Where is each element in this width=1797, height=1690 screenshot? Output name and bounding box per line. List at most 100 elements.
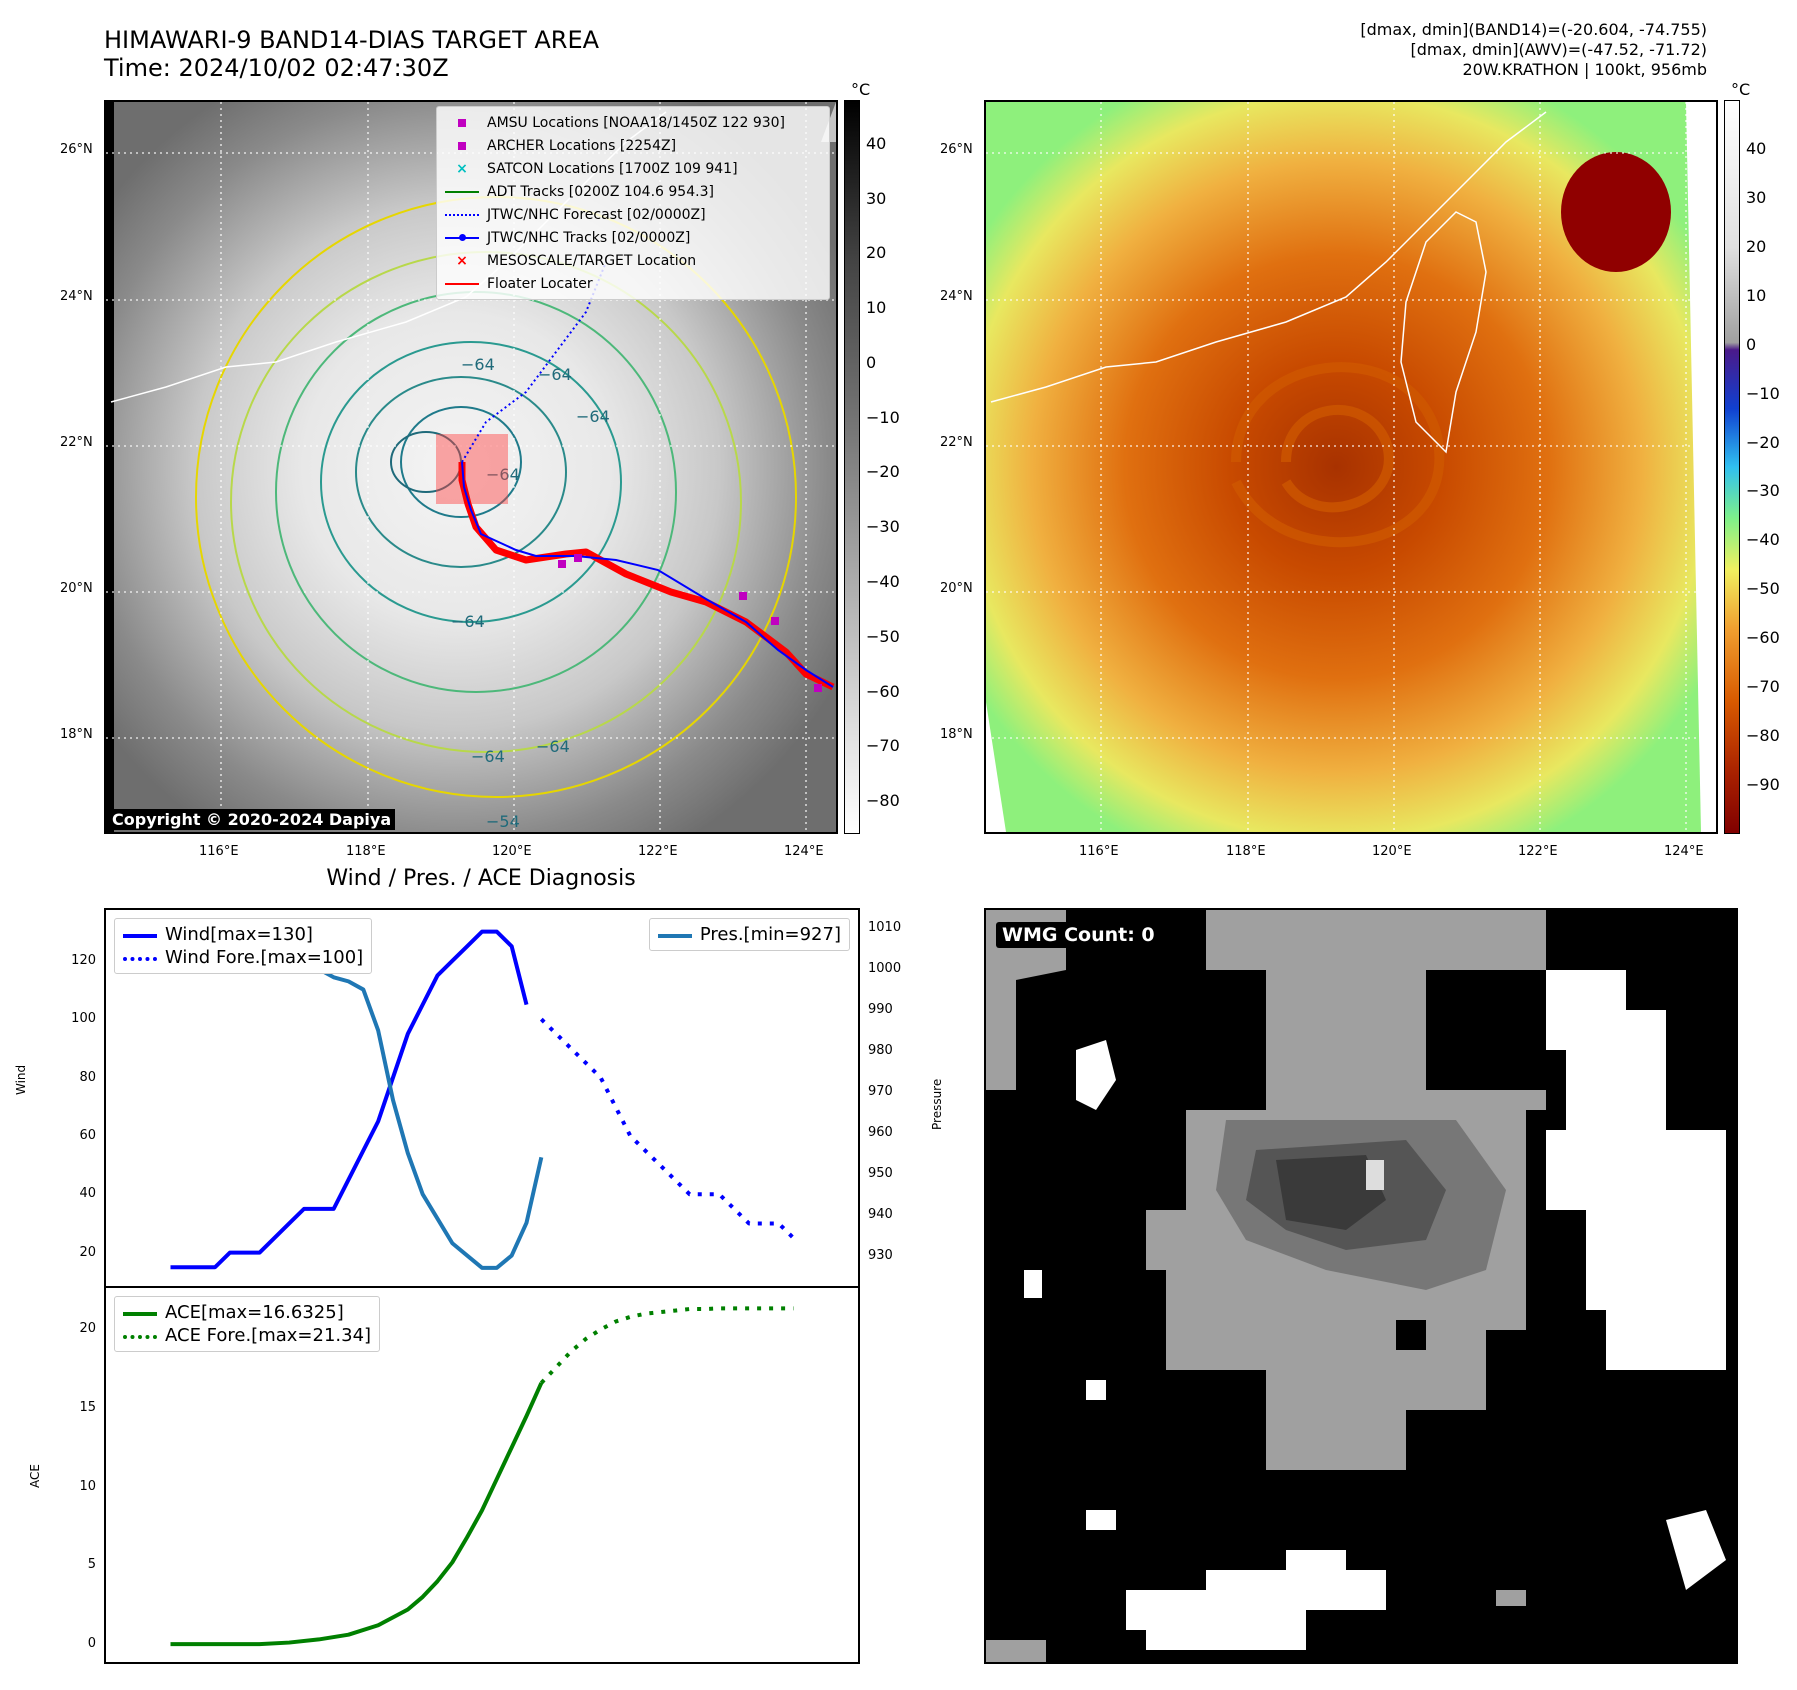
jtwc-track <box>461 461 834 688</box>
ir-colorbar-unit: °C <box>851 80 871 99</box>
lon-tick: 124°E <box>1664 844 1704 859</box>
lon-tick: 122°E <box>638 844 678 859</box>
contour-label: −54 <box>486 812 520 831</box>
axis-tick: 5 <box>87 1557 96 1573</box>
color-map-panel[interactable] <box>984 100 1718 834</box>
lat-tick: 22°N <box>940 435 973 450</box>
lat-tick: 26°N <box>940 142 973 157</box>
contour-label: −64 <box>536 737 570 756</box>
diagnosis-title: Wind / Pres. / ACE Diagnosis <box>326 866 636 891</box>
legend-item-archer: ARCHER Locations [2254Z] <box>445 134 821 157</box>
lon-tick: 118°E <box>1226 844 1266 859</box>
lat-tick: 20°N <box>940 581 973 596</box>
info-line-awv: [dmax, dmin](AWV)=(-47.52, -71.72) <box>1410 40 1707 59</box>
line-icon <box>445 276 479 292</box>
contour-label: −64 <box>471 747 505 766</box>
contour-label: −64 <box>576 407 610 426</box>
lat-tick: 20°N <box>60 581 93 596</box>
colorbar-tick: 40 <box>1746 138 1767 158</box>
square-marker-icon <box>445 138 479 154</box>
line-icon <box>123 1305 157 1321</box>
legend-item-wind: Wind[max=130] <box>123 923 363 946</box>
colorbar-tick: −40 <box>1746 530 1780 550</box>
line-dot-icon <box>445 230 479 246</box>
axis-tick: 20 <box>79 1321 96 1337</box>
colorbar-tick: −30 <box>866 517 900 537</box>
colorbar-tick: −40 <box>866 572 900 592</box>
legend-item-satcon: × SATCON Locations [1700Z 109 941] <box>445 157 821 180</box>
lon-tick: 116°E <box>1079 844 1119 859</box>
line-icon <box>445 184 479 200</box>
legend-item-floater: Floater Locater <box>445 272 821 295</box>
axis-tick: 1000 <box>868 961 902 977</box>
wmg-count-label: WMG Count: 0 <box>996 922 1161 948</box>
color-colorbar <box>1724 100 1740 834</box>
axis-tick: 1010 <box>868 920 902 936</box>
legend-item-target: × MESOSCALE/TARGET Location <box>445 249 821 272</box>
colorbar-tick: −70 <box>866 736 900 756</box>
axis-tick: 990 <box>868 1002 893 1018</box>
axis-tick: 980 <box>868 1042 893 1058</box>
ace-plot[interactable]: ACE[max=16.6325] ACE Fore.[max=21.34] <box>104 1286 860 1664</box>
colorbar-tick: −30 <box>1746 481 1780 501</box>
ir-map-panel[interactable]: −64 −64 −64 −64 −64 −64 −64 −54 <box>104 100 838 834</box>
jtwc-forecast <box>461 261 607 463</box>
colorbar-tick: −10 <box>1746 383 1780 403</box>
colorbar-tick: −50 <box>866 626 900 646</box>
contour-label: −64 <box>451 612 485 631</box>
axis-tick: 940 <box>868 1206 893 1222</box>
colorbar-tick: −90 <box>1746 775 1780 795</box>
colorbar-tick: 20 <box>866 243 887 263</box>
colorbar-tick: −50 <box>1746 579 1780 599</box>
ace-svg <box>170 1306 794 1647</box>
lon-tick: 124°E <box>784 844 824 859</box>
colorbar-tick: 0 <box>866 352 877 372</box>
legend-item-ace: ACE[max=16.6325] <box>123 1301 371 1324</box>
ace-legend: ACE[max=16.6325] ACE Fore.[max=21.34] <box>114 1296 381 1352</box>
taiwan-coastline <box>1400 211 1487 454</box>
axis-tick: 20 <box>79 1244 96 1260</box>
wmg-graphic <box>986 910 1726 1662</box>
ace-line <box>170 1382 544 1647</box>
wind-axis-label: Wind <box>14 1064 28 1095</box>
dotted-line-icon <box>123 1328 157 1344</box>
info-line-band14: [dmax, dmin](BAND14)=(-20.604, -74.755) <box>1360 20 1707 39</box>
square-marker-icon <box>445 115 479 131</box>
legend-item-pressure: Pres.[min=927] <box>657 923 841 946</box>
colorbar-tick: 0 <box>1746 334 1757 354</box>
lat-tick: 22°N <box>60 435 93 450</box>
lat-tick: 24°N <box>940 289 973 304</box>
axis-tick: 40 <box>79 1186 96 1202</box>
colorbar-tick: 40 <box>866 133 887 153</box>
lon-tick: 122°E <box>1518 844 1558 859</box>
wind-legend: Wind[max=130] Wind Fore.[max=100] <box>114 918 373 974</box>
ir-colorbar <box>844 100 860 834</box>
lon-tick: 118°E <box>346 844 386 859</box>
color-map-graphic <box>986 102 1716 832</box>
line-icon <box>657 927 692 943</box>
axis-tick: 0 <box>87 1636 96 1652</box>
lon-tick: 120°E <box>1372 844 1412 859</box>
ace-forecast-line <box>539 1306 794 1385</box>
axis-tick: 970 <box>868 1083 893 1099</box>
axis-tick: 10 <box>79 1478 96 1494</box>
ace-axis-label: ACE <box>28 1464 42 1488</box>
colorbar-tick: −80 <box>1746 726 1780 746</box>
colorbar-tick: −60 <box>866 681 900 701</box>
ir-legend: AMSU Locations [NOAA18/1450Z 122 930] AR… <box>436 106 830 300</box>
wmg-panel[interactable]: WMG Count: 0 <box>984 908 1738 1664</box>
colorbar-tick: 20 <box>1746 236 1767 256</box>
page-title: HIMAWARI-9 BAND14-DIAS TARGET AREA <box>104 26 600 54</box>
contour-label: −64 <box>461 355 495 374</box>
axis-tick: 15 <box>79 1400 96 1416</box>
legend-item-adt: ADT Tracks [0200Z 104.6 954.3] <box>445 180 821 203</box>
target-box <box>436 434 508 504</box>
contour-label: −64 <box>538 365 572 384</box>
wind-pressure-plot[interactable]: Wind[max=130] Wind Fore.[max=100] Pres.[… <box>104 908 860 1288</box>
lon-tick: 120°E <box>492 844 532 859</box>
axis-tick: 120 <box>71 952 96 968</box>
lat-tick: 18°N <box>940 727 973 742</box>
axis-tick: 80 <box>79 1069 96 1085</box>
colorbar-tick: −10 <box>866 407 900 427</box>
legend-item-forecast: JTWC/NHC Forecast [02/0000Z] <box>445 203 821 226</box>
